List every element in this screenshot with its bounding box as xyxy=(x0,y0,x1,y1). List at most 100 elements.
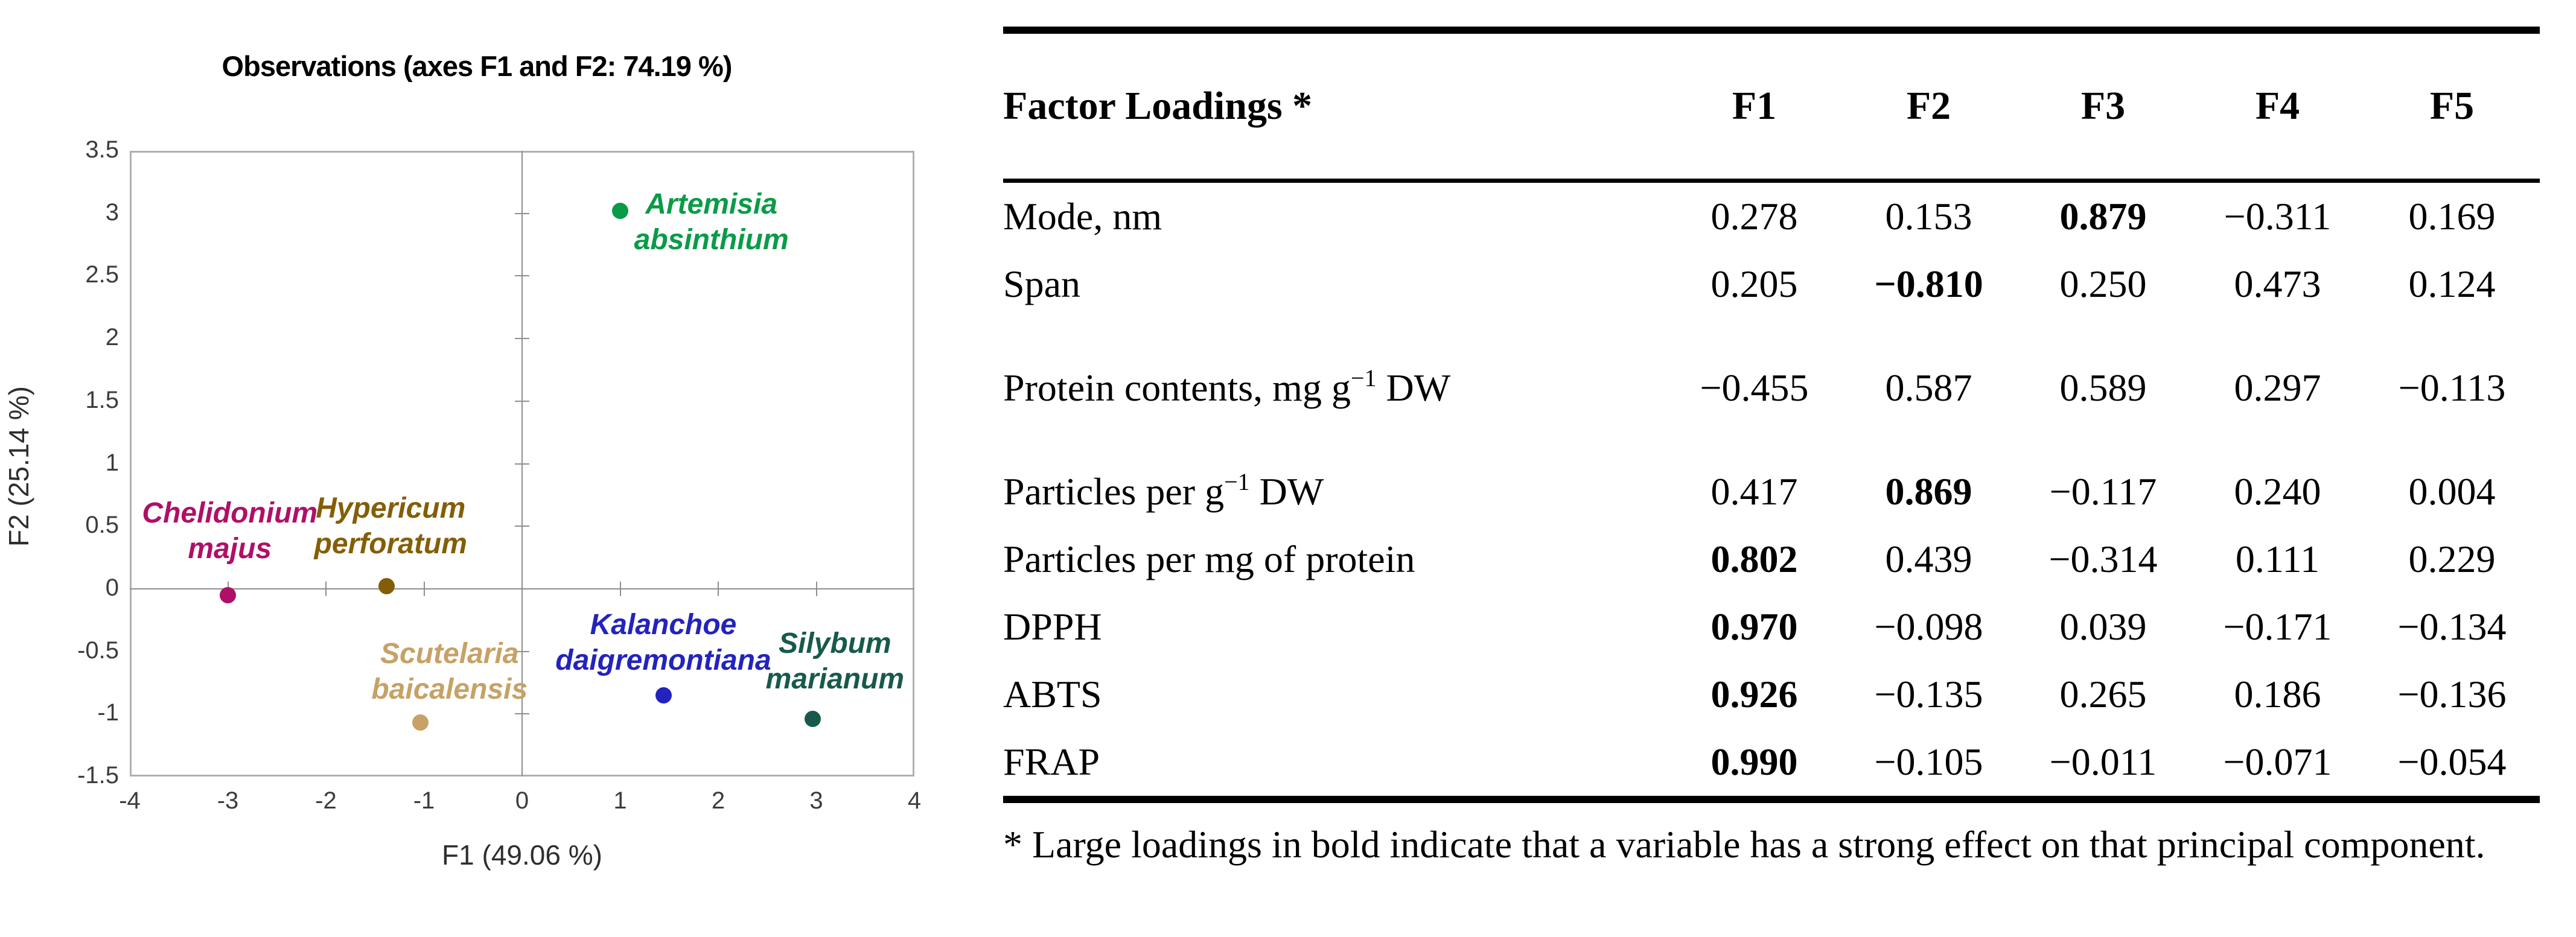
row-label: Protein contents, mg g−1 DW xyxy=(1003,364,1667,410)
row-label: ABTS xyxy=(1003,672,1667,717)
table-row: Particles per mg of protein 0.802 0.439 −0.… xyxy=(1003,526,2540,593)
table-row: FRAP 0.990 −0.105 −0.011 −0.071 −0.054 xyxy=(1003,728,2540,796)
cell-value: −0.171 xyxy=(2223,605,2332,648)
y-tick-label: 2 xyxy=(105,324,119,351)
x-tick-mark xyxy=(815,581,817,596)
cell-value: −0.135 xyxy=(1874,673,1983,716)
point-label-line: Hypericum xyxy=(316,492,466,525)
y-tick-label: -1.5 xyxy=(77,762,119,789)
point-label-line: Kalanchoe xyxy=(590,609,737,641)
cell-value: −0.311 xyxy=(2224,195,2332,238)
y-tick-mark xyxy=(515,463,529,465)
point-label-line: Silybum xyxy=(779,627,891,660)
x-tick-label: -3 xyxy=(217,787,239,814)
row-label-text: DW xyxy=(1249,470,1324,513)
y-tick-label: 1 xyxy=(105,449,119,476)
row-label-text: Protein contents, mg g xyxy=(1003,366,1351,409)
cell-value: −0.455 xyxy=(1700,366,1809,409)
cell-value: 0.186 xyxy=(2234,673,2321,716)
y-tick-label: 3.5 xyxy=(85,136,119,163)
column-header: F1 xyxy=(1732,84,1777,128)
point-label-line: daigremontiana xyxy=(555,644,771,677)
column-header: F3 xyxy=(2080,84,2126,128)
row-gap xyxy=(1003,318,2572,354)
y-tick-mark xyxy=(515,526,529,527)
x-tick-label: -2 xyxy=(315,787,337,814)
cell-value: 0.205 xyxy=(1710,262,1798,305)
cell-value: −0.054 xyxy=(2397,740,2507,783)
cell-value: 0.990 xyxy=(1710,740,1798,783)
table-footnote: * Large loadings in bold indicate that a… xyxy=(1003,823,2485,866)
column-header: F2 xyxy=(1906,84,1951,128)
table-row: ABTS 0.926 −0.135 0.265 0.186 −0.136 xyxy=(1003,661,2540,728)
scatter-point xyxy=(655,687,672,704)
row-label: FRAP xyxy=(1003,740,1667,784)
y-tick-label: -0.5 xyxy=(77,637,119,664)
table-row: Protein contents, mg g−1 DW −0.455 0.587 0.… xyxy=(1003,354,2540,422)
x-tick-label: -1 xyxy=(413,787,435,814)
x-tick-label: -4 xyxy=(119,787,141,814)
point-label: Hypericum perforatum xyxy=(314,491,467,562)
y-tick-mark xyxy=(515,713,529,715)
cell-value: 0.240 xyxy=(2234,470,2321,513)
table-header-rule xyxy=(1003,179,2540,183)
table-body: Mode, nm 0.278 0.153 0.879 −0.311 0.169 Span 0.… xyxy=(1003,183,2572,796)
x-tick-mark xyxy=(619,581,621,596)
cell-value: −0.134 xyxy=(2397,605,2507,648)
cell-value: 0.297 xyxy=(2234,366,2321,409)
point-label: Silybum marianum xyxy=(766,626,904,697)
scatter-point xyxy=(220,586,236,603)
table-row: DPPH 0.970 −0.098 0.039 −0.171 −0.134 xyxy=(1003,593,2540,661)
cell-value: 0.124 xyxy=(2408,262,2496,305)
x-tick-mark xyxy=(423,581,425,596)
row-label: Mode, nm xyxy=(1003,194,1667,239)
y-tick-label: 0.5 xyxy=(85,512,119,539)
y-tick-mark xyxy=(515,400,529,402)
y-tick-mark xyxy=(515,212,529,214)
point-label: Scutelaria baicalensis xyxy=(371,636,528,707)
point-label-line: absinthium xyxy=(634,224,789,256)
y-tick-label: 2.5 xyxy=(85,261,119,288)
x-tick-label: 1 xyxy=(613,787,627,814)
cell-value: 0.265 xyxy=(2059,673,2147,716)
superscript: −1 xyxy=(1224,468,1250,495)
cell-value: 0.111 xyxy=(2235,538,2320,580)
cell-value: 0.926 xyxy=(1710,673,1798,716)
factor-loadings-table: Factor Loadings * F1 F2 F3 F4 F5 Mode, nm 0.2… xyxy=(1003,0,2572,877)
cell-value: 0.473 xyxy=(2234,262,2321,305)
point-label-line: perforatum xyxy=(314,528,467,561)
row-label-text: Mode, nm xyxy=(1003,195,1162,238)
cell-value: 0.589 xyxy=(2059,366,2147,409)
chart-title: Observations (axes F1 and F2: 74.19 %) xyxy=(222,50,733,82)
point-label: Artemisia absinthium xyxy=(634,186,789,258)
point-label-line: Chelidonium xyxy=(142,497,318,530)
table-row: Mode, nm 0.278 0.153 0.879 −0.311 0.169 xyxy=(1003,183,2540,250)
y-tick-label: 0 xyxy=(105,574,119,601)
table-header-row: Factor Loadings * F1 F2 F3 F4 F5 xyxy=(1003,34,2540,179)
scatter-point xyxy=(612,203,628,220)
y-tick-label: 1.5 xyxy=(85,386,119,413)
cell-value: −0.011 xyxy=(2049,740,2157,783)
x-axis-title: F1 (49.06 %) xyxy=(442,839,602,871)
cell-value: −0.105 xyxy=(1874,740,1983,783)
cell-value: 0.278 xyxy=(1710,195,1798,238)
row-label-text: FRAP xyxy=(1003,740,1100,783)
point-label-line: Artemisia xyxy=(645,188,778,221)
cell-value: 0.439 xyxy=(1885,538,1972,580)
column-header: F4 xyxy=(2255,84,2300,128)
cell-value: 0.417 xyxy=(1710,470,1798,513)
cell-value: 0.869 xyxy=(1885,470,1972,513)
row-label: Particles per mg of protein xyxy=(1003,537,1667,582)
point-label-line: marianum xyxy=(765,663,905,696)
scatter-point xyxy=(378,578,395,595)
cell-value: 0.039 xyxy=(2059,605,2147,648)
cell-value: −0.314 xyxy=(2048,538,2158,580)
row-label-text: DW xyxy=(1376,366,1451,409)
table-title: Factor Loadings * xyxy=(1003,84,1313,128)
row-label-text: Span xyxy=(1003,262,1080,305)
point-label-line: majus xyxy=(188,533,272,565)
row-label: Particles per g−1 DW xyxy=(1003,468,1667,514)
cell-value: 0.169 xyxy=(2408,195,2496,238)
scatter-point xyxy=(412,714,429,731)
